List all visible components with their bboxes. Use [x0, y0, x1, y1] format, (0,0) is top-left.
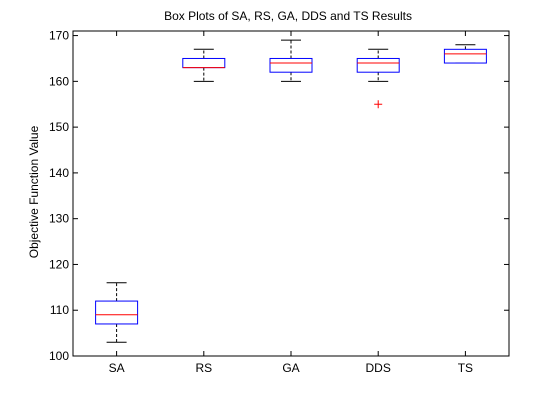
- box-group-sa: [95, 282, 139, 343]
- x-tick-label: TS: [458, 361, 473, 375]
- y-tick-label: 170: [49, 29, 69, 43]
- y-tick-label: 100: [49, 349, 69, 363]
- box-group-rs: [182, 48, 226, 82]
- y-tick-label: 120: [49, 257, 69, 271]
- box-group-ga: [269, 39, 313, 82]
- x-tick-label: SA: [109, 361, 125, 375]
- y-tick-label: 110: [50, 303, 69, 317]
- box-group-dds: [356, 48, 400, 109]
- x-tick-label: DDS: [366, 361, 391, 375]
- boxes: [95, 39, 487, 343]
- chart-title: Box Plots of SA, RS, GA, DDS and TS Resu…: [164, 9, 412, 23]
- outlier-marker: [374, 100, 383, 109]
- axis-ticks: 100 110 120 130 140 150 160 170 SA RS GA DDS TS: [49, 29, 509, 375]
- iqr-box: [269, 57, 313, 73]
- y-tick-label: 150: [49, 120, 69, 134]
- iqr-box: [356, 57, 400, 73]
- y-tick-label: 130: [49, 212, 69, 226]
- y-tick-label: 160: [49, 74, 69, 88]
- iqr-box: [443, 48, 487, 64]
- iqr-box: [182, 57, 226, 69]
- x-tick-label: GA: [282, 361, 299, 375]
- x-tick-label: RS: [195, 361, 212, 375]
- y-axis-label: Objective Function Value: [27, 125, 41, 258]
- box-group-ts: [443, 44, 487, 64]
- y-tick-label: 140: [49, 166, 69, 180]
- iqr-box: [95, 300, 139, 325]
